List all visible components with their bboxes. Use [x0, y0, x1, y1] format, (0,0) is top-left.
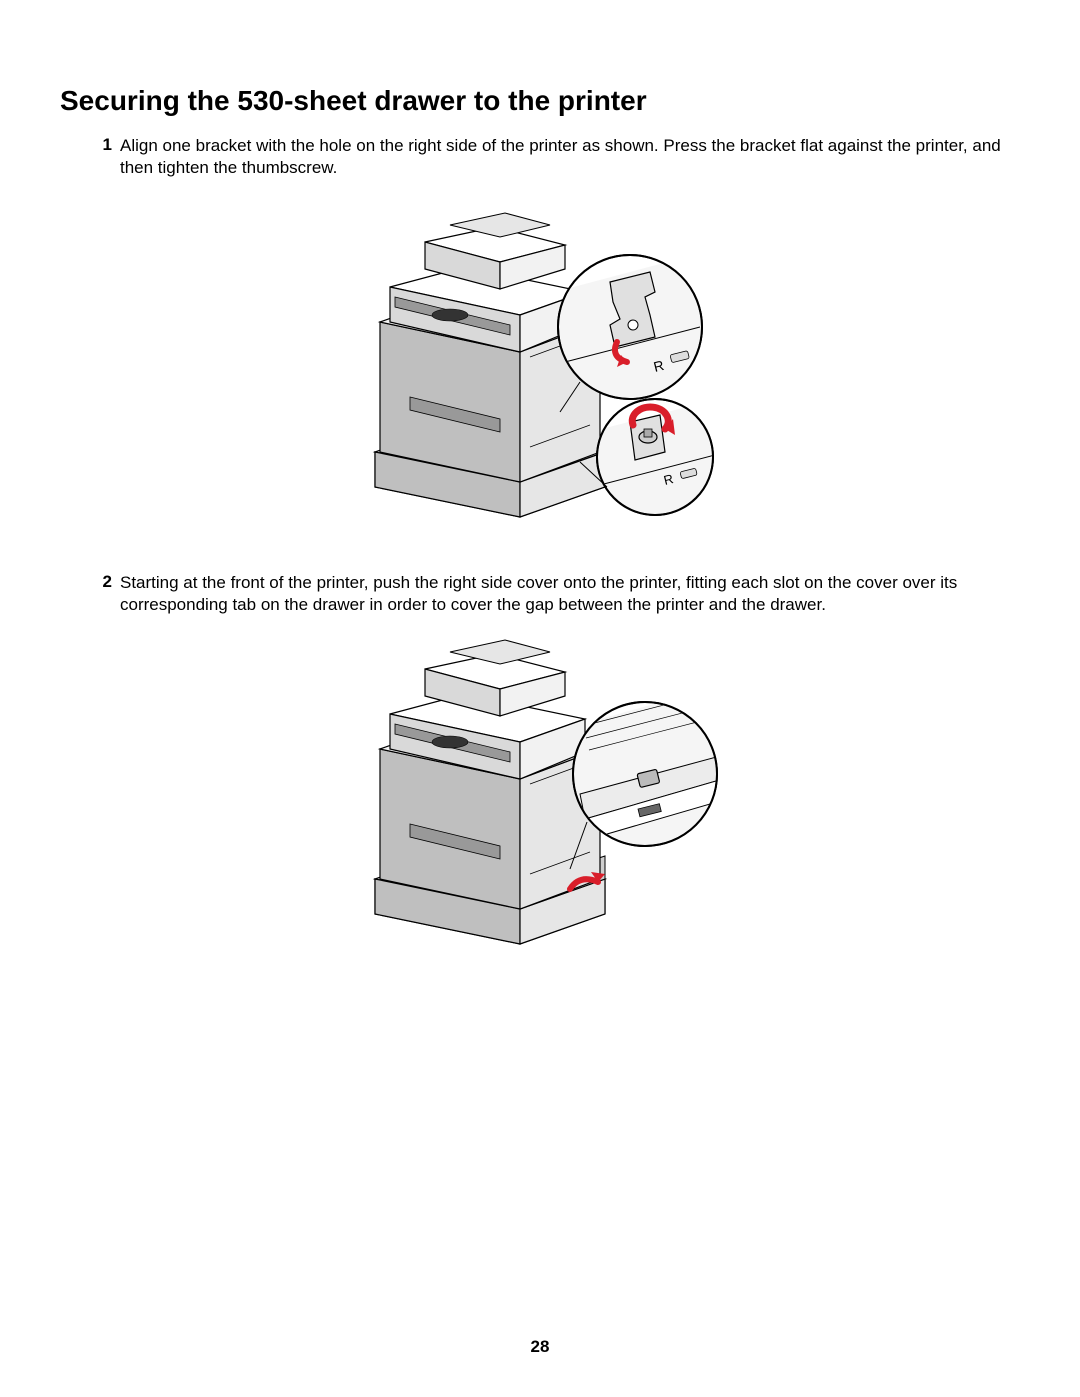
- step-1: 1 Align one bracket with the hole on the…: [60, 135, 1020, 179]
- step-2-number: 2: [90, 572, 112, 592]
- step-2-text: Starting at the front of the printer, pu…: [120, 572, 1020, 616]
- step-1-text: Align one bracket with the hole on the r…: [120, 135, 1020, 179]
- figure-2: [355, 634, 725, 969]
- figure-2-container: [60, 634, 1020, 969]
- step-2: 2 Starting at the front of the printer, …: [60, 572, 1020, 616]
- page-number: 28: [0, 1337, 1080, 1357]
- printer-bracket-illustration: R R: [355, 197, 725, 537]
- figure-1: R R: [355, 197, 725, 542]
- figure-1-container: R R: [60, 197, 1020, 542]
- step-1-number: 1: [90, 135, 112, 155]
- section-heading: Securing the 530-sheet drawer to the pri…: [60, 85, 1020, 117]
- printer-side-cover-illustration: [355, 634, 725, 964]
